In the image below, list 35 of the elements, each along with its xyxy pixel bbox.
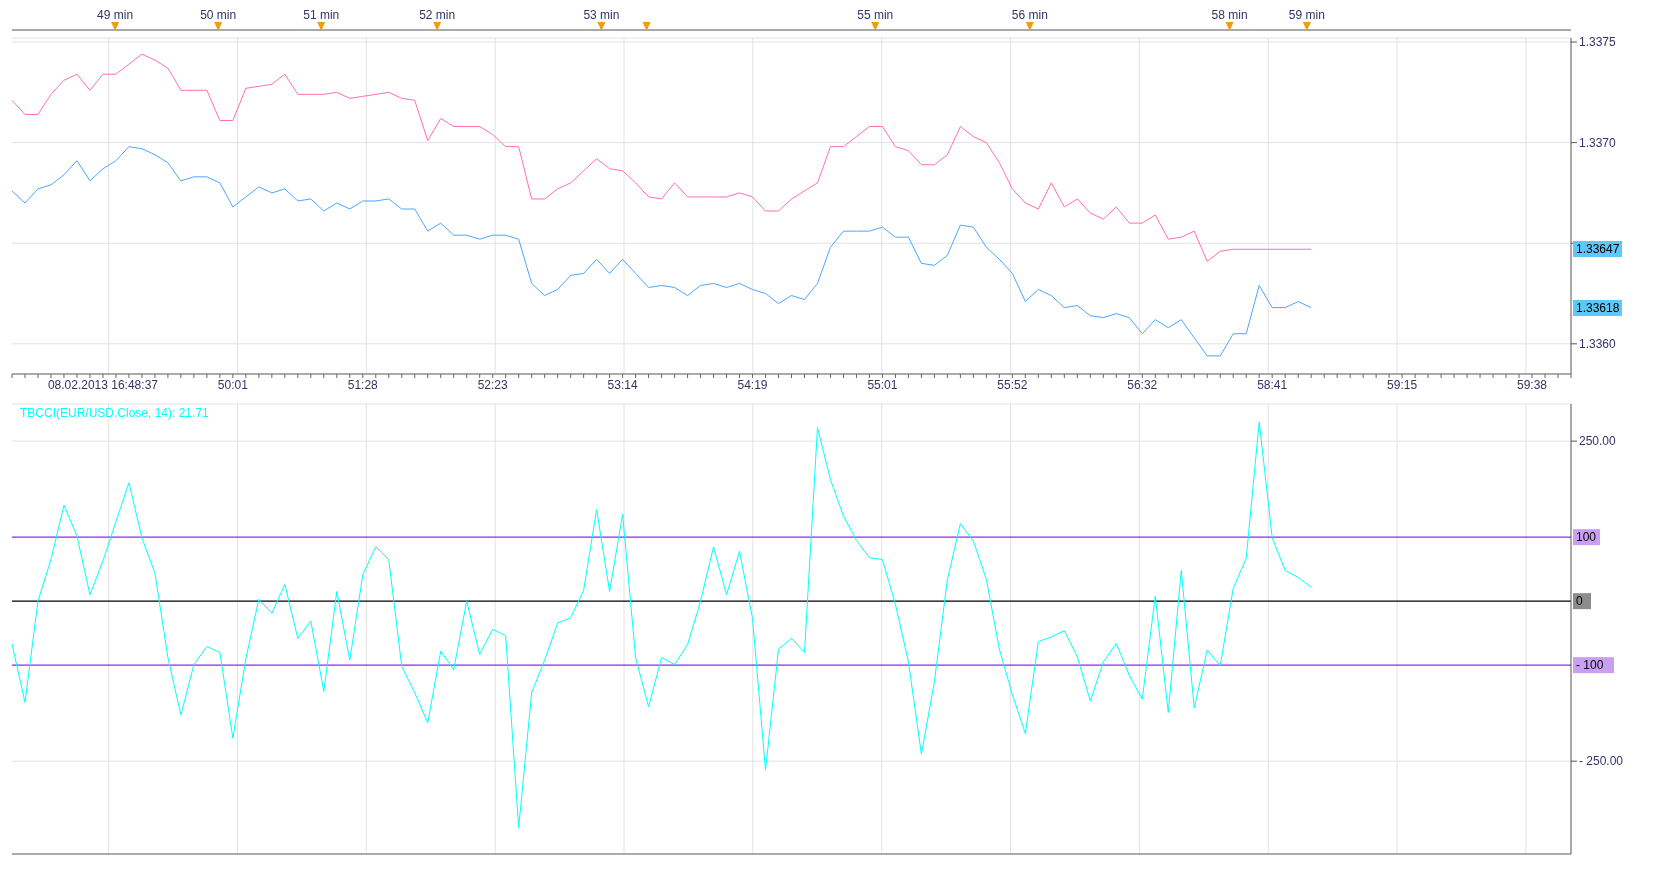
y-tick-label: 1.3360 — [1579, 337, 1617, 352]
text: 1.33647 — [1573, 241, 1623, 258]
text: 55 min — [857, 8, 894, 22]
text: 51 min — [303, 8, 340, 22]
y-tick-label: 250.00 — [1579, 434, 1617, 449]
text: 56 min — [1011, 8, 1048, 22]
text: 53 min — [583, 8, 620, 22]
y-tick-label: 1.3370 — [1579, 135, 1617, 150]
x-tick-label: 08.02.2013 16:48:37 — [47, 377, 159, 392]
text: 58 min — [1211, 8, 1248, 22]
text: 50 min — [200, 8, 237, 22]
x-tick-label: 53:14 — [607, 377, 638, 392]
x-tick-label: 54:19 — [737, 377, 768, 392]
x-tick-label: 59:38 — [1517, 377, 1548, 392]
x-tick-label: 58:41 — [1257, 377, 1288, 392]
text: 52 min — [419, 8, 456, 22]
y-tick-label: - 250.00 — [1579, 754, 1624, 769]
text: 49 min — [97, 8, 134, 22]
line-series — [11, 421, 1312, 829]
x-tick-label: 59:15 — [1387, 377, 1418, 392]
line-series — [11, 53, 1312, 262]
chart-title: TBCCI(EUR/USD.Close, 14): 21.71 — [20, 406, 209, 420]
text: 1.33618 — [1573, 299, 1623, 316]
line-series — [11, 146, 1312, 357]
x-tick-label: 55:52 — [997, 377, 1028, 392]
ref-line-label: 100 — [1576, 530, 1597, 545]
ref-line-label: - 100 — [1576, 658, 1604, 673]
x-tick-label: 56:32 — [1127, 377, 1158, 392]
x-tick-label: 51:28 — [347, 377, 379, 392]
y-tick-label: 1.3375 — [1579, 35, 1617, 50]
x-tick-label: 55:01 — [867, 377, 898, 392]
x-tick-label: 52:23 — [477, 377, 509, 392]
ref-line-label: 0 — [1576, 594, 1583, 609]
text: 59 min — [1288, 8, 1325, 22]
x-tick-label: 50:01 — [217, 377, 249, 392]
